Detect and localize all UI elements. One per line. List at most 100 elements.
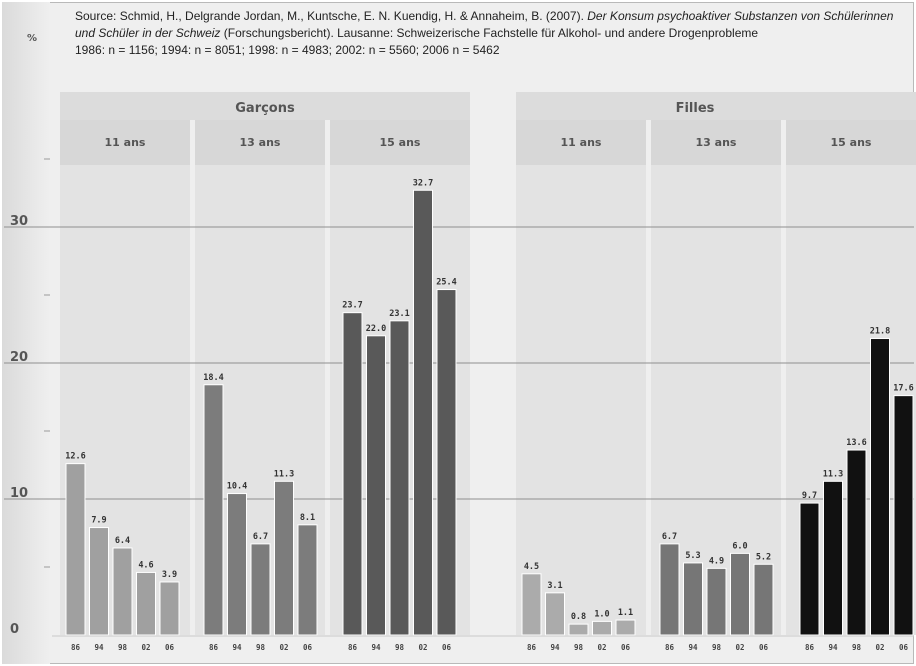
y-axis-strip	[2, 2, 50, 664]
age-header-band	[60, 120, 190, 165]
bar	[893, 395, 914, 636]
bar-value-label: 6.4	[115, 536, 130, 546]
bar	[823, 480, 843, 636]
bar-value-label: 7.9	[91, 516, 106, 526]
bar-value-label: 3.9	[162, 570, 177, 580]
bar	[521, 573, 542, 636]
bar-value-label: 9.7	[802, 491, 817, 501]
bar-value-label: 8.1	[300, 513, 315, 523]
age-header-band	[330, 120, 470, 165]
bar-value-label: 1.1	[618, 608, 633, 618]
x-tick-label: 98	[712, 643, 722, 652]
x-tick-label: 86	[805, 643, 815, 652]
x-tick-label: 94	[94, 643, 104, 652]
bar-value-label: 17.6	[893, 384, 913, 394]
bar-value-label: 12.6	[65, 452, 85, 462]
bar-value-label: 10.4	[227, 482, 247, 492]
bar-value-label: 3.1	[547, 581, 562, 591]
x-tick-label: 94	[232, 643, 242, 652]
bar	[136, 571, 156, 636]
x-tick-label: 86	[71, 643, 81, 652]
x-tick-label: 98	[852, 643, 862, 652]
bar-value-label: 11.3	[823, 469, 843, 479]
bar	[436, 289, 457, 636]
bar	[799, 502, 820, 636]
bar	[870, 338, 890, 636]
age-group-label: 13 ans	[696, 136, 737, 149]
age-group-label: 15 ans	[380, 136, 421, 149]
bar	[615, 619, 636, 636]
x-tick-label: 06	[303, 643, 313, 652]
bar	[568, 623, 589, 636]
source-title: Der Konsum psychoaktiver Substanzen von …	[75, 9, 894, 40]
source-citation: Source: Schmid, H., Delgrande Jordan, M.…	[75, 8, 905, 59]
x-tick-label: 98	[256, 643, 266, 652]
age-group-label: 15 ans	[831, 136, 872, 149]
bar-value-label: 6.0	[732, 541, 747, 551]
age-header-band	[195, 120, 325, 165]
y-tick-label: 20	[10, 350, 28, 365]
bar	[413, 189, 433, 636]
bar	[730, 552, 750, 636]
bar	[846, 449, 867, 636]
bar-value-label: 1.0	[594, 609, 609, 619]
bar-value-label: 4.6	[138, 560, 153, 570]
bar	[545, 592, 565, 636]
source-suffix: (Forschungsbericht). Lausanne: Schweizer…	[220, 26, 759, 40]
group-title: Garçons	[235, 101, 295, 116]
bar	[297, 524, 318, 636]
x-tick-label: 06	[442, 643, 452, 652]
bar-value-label: 21.8	[870, 327, 890, 337]
age-group-label: 13 ans	[240, 136, 281, 149]
bar-value-label: 11.3	[274, 469, 294, 479]
x-tick-label: 98	[118, 643, 128, 652]
group-title: Filles	[676, 101, 715, 116]
x-tick-label: 02	[141, 643, 150, 652]
age-header-band	[516, 120, 646, 165]
bar-value-label: 6.7	[662, 532, 677, 542]
bar	[89, 527, 109, 636]
bar	[159, 581, 180, 636]
bar	[706, 567, 727, 636]
bar	[227, 493, 247, 636]
bar	[203, 384, 224, 636]
x-tick-label: 86	[348, 643, 358, 652]
bar	[65, 463, 86, 636]
x-tick-label: 02	[735, 643, 744, 652]
x-tick-label: 02	[875, 643, 884, 652]
bar-value-label: 4.5	[524, 562, 539, 572]
age-column-panel	[516, 120, 646, 635]
bar-value-label: 6.7	[253, 532, 268, 542]
bar-value-label: 18.4	[203, 373, 223, 383]
age-header-band	[651, 120, 781, 165]
x-tick-label: 02	[279, 643, 288, 652]
gridlines	[4, 158, 914, 637]
bar-value-label: 23.7	[342, 301, 362, 311]
x-tick-label: 86	[527, 643, 537, 652]
y-axis-label: %	[27, 33, 37, 44]
bar-value-label: 13.6	[846, 438, 866, 448]
y-tick-label: 0	[10, 622, 19, 637]
bars	[65, 189, 914, 636]
group-header-band	[516, 92, 916, 120]
bar	[683, 562, 703, 636]
x-tick-label: 98	[574, 643, 584, 652]
bar	[753, 563, 774, 636]
x-tick-label: 94	[371, 643, 381, 652]
bar	[112, 547, 133, 636]
bar	[274, 480, 294, 636]
bar-value-label: 23.1	[389, 309, 409, 319]
bar-value-label: 5.3	[685, 551, 700, 561]
source-prefix: Source: Schmid, H., Delgrande Jordan, M.…	[75, 9, 588, 23]
bar	[366, 335, 386, 636]
y-tick-label: 30	[10, 214, 28, 229]
group-header-band	[60, 92, 470, 120]
x-tick-label: 06	[165, 643, 175, 652]
x-tick-label: 06	[621, 643, 631, 652]
bar-value-label: 0.8	[571, 612, 586, 622]
x-tick-label: 86	[209, 643, 219, 652]
sample-sizes: 1986: n = 1156; 1994: n = 8051; 1998: n …	[75, 43, 500, 57]
y-tick-label: 10	[10, 486, 28, 501]
bar	[250, 543, 271, 636]
